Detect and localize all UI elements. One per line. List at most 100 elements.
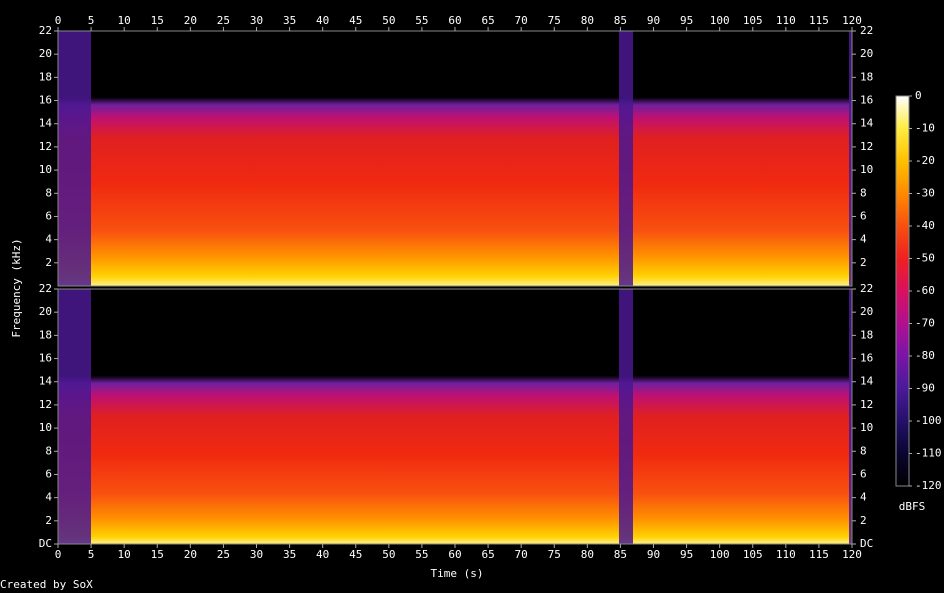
y-tick-label: 12 bbox=[39, 140, 52, 153]
y-tick-label: 16 bbox=[860, 94, 873, 107]
y-tick-label: 20 bbox=[860, 305, 873, 318]
colorbar-tick-label: -40 bbox=[915, 219, 935, 232]
y-tick-label: 14 bbox=[860, 117, 874, 130]
y-tick-label: 14 bbox=[39, 375, 53, 388]
x-tick-label: 15 bbox=[151, 14, 164, 27]
x-tick-label: 110 bbox=[776, 14, 796, 27]
colorbar-tick-label: -70 bbox=[915, 317, 935, 330]
y-tick-label: 16 bbox=[860, 352, 873, 365]
spectrogram-channel bbox=[58, 31, 852, 286]
y-tick-label: 8 bbox=[45, 444, 52, 457]
colorbar-tick-label: -50 bbox=[915, 252, 935, 265]
colorbar-tick-label: -10 bbox=[915, 122, 935, 135]
x-tick-label: 25 bbox=[217, 548, 230, 561]
x-tick-label: 70 bbox=[515, 548, 528, 561]
y-tick-label: 12 bbox=[860, 398, 873, 411]
y-tick-label: 6 bbox=[45, 467, 52, 480]
x-tick-label: 65 bbox=[481, 548, 494, 561]
y-tick-label: 20 bbox=[860, 47, 873, 60]
colorbar-tick-label: -90 bbox=[915, 382, 935, 395]
y-tick-label: 4 bbox=[45, 491, 52, 504]
x-tick-label: 70 bbox=[515, 14, 528, 27]
x-tick-label: 10 bbox=[118, 548, 131, 561]
x-tick-label: 30 bbox=[250, 14, 263, 27]
y-tick-label: 10 bbox=[39, 163, 52, 176]
y-tick-label: 22 bbox=[39, 24, 52, 37]
colorbar-label: dBFS bbox=[899, 500, 926, 513]
colorbar-tick-label: -30 bbox=[915, 187, 935, 200]
y-tick-label: 6 bbox=[860, 209, 867, 222]
y-tick-label: 18 bbox=[860, 70, 873, 83]
x-tick-label: 0 bbox=[55, 548, 62, 561]
spectrogram-band bbox=[849, 31, 852, 286]
spectrogram-band bbox=[58, 289, 91, 544]
colorbar-tick-label: -80 bbox=[915, 349, 935, 362]
x-tick-label: 85 bbox=[614, 548, 627, 561]
y-tick-label: 6 bbox=[45, 209, 52, 222]
y-tick-label: 14 bbox=[39, 117, 53, 130]
y-tick-label: 20 bbox=[39, 47, 52, 60]
colorbar-tick-label: -20 bbox=[915, 154, 935, 167]
y-tick-label: 18 bbox=[39, 70, 52, 83]
y-tick-label: 22 bbox=[39, 282, 52, 295]
x-tick-label: 60 bbox=[448, 548, 461, 561]
y-tick-label: 8 bbox=[860, 444, 867, 457]
x-tick-label: 95 bbox=[680, 14, 693, 27]
x-tick-label: 60 bbox=[448, 14, 461, 27]
y-tick-label: 4 bbox=[860, 491, 867, 504]
y-tick-label: 16 bbox=[39, 94, 52, 107]
y-tick-label: DC bbox=[39, 537, 52, 550]
x-tick-label: 5 bbox=[88, 548, 95, 561]
x-tick-label: 45 bbox=[349, 548, 362, 561]
x-tick-label: 0 bbox=[55, 14, 62, 27]
y-tick-label: 4 bbox=[45, 233, 52, 246]
y-tick-label: 2 bbox=[860, 514, 867, 527]
x-tick-label: 80 bbox=[581, 548, 594, 561]
y-tick-label: 14 bbox=[860, 375, 874, 388]
x-tick-label: 35 bbox=[283, 548, 296, 561]
y-tick-label: 22 bbox=[860, 282, 873, 295]
x-tick-label: 20 bbox=[184, 14, 197, 27]
y-tick-label: 2 bbox=[860, 256, 867, 269]
x-tick-label: 115 bbox=[809, 14, 829, 27]
x-tick-label: 100 bbox=[710, 548, 730, 561]
x-tick-label: 55 bbox=[415, 14, 428, 27]
x-tick-label: 75 bbox=[548, 548, 561, 561]
colorbar-tick-label: -110 bbox=[915, 447, 942, 460]
spectrogram-band bbox=[619, 289, 633, 544]
x-tick-label: 5 bbox=[88, 14, 95, 27]
x-tick-label: 50 bbox=[382, 14, 395, 27]
y-tick-label: 18 bbox=[39, 328, 52, 341]
x-tick-label: 45 bbox=[349, 14, 362, 27]
colorbar-tick-label: -120 bbox=[915, 479, 942, 492]
x-tick-label: 80 bbox=[581, 14, 594, 27]
x-tick-label: 105 bbox=[743, 548, 763, 561]
x-tick-label: 100 bbox=[710, 14, 730, 27]
x-tick-label: 90 bbox=[647, 14, 660, 27]
spectrogram-channel bbox=[58, 289, 852, 544]
footer: Created by SoX bbox=[0, 578, 93, 591]
x-tick-label: 95 bbox=[680, 548, 693, 561]
x-tick-label: 110 bbox=[776, 548, 796, 561]
y-tick-label: 2 bbox=[45, 514, 52, 527]
y-tick-label: 2 bbox=[45, 256, 52, 269]
x-tick-label: 120 bbox=[842, 548, 862, 561]
y-tick-label: 4 bbox=[860, 233, 867, 246]
x-tick-label: 35 bbox=[283, 14, 296, 27]
colorbar-tick-label: -60 bbox=[915, 284, 935, 297]
x-tick-label: 25 bbox=[217, 14, 230, 27]
x-tick-label: 120 bbox=[842, 14, 862, 27]
x-tick-label: 75 bbox=[548, 14, 561, 27]
colorbar bbox=[895, 95, 910, 487]
x-tick-label: 105 bbox=[743, 14, 763, 27]
y-tick-label: DC bbox=[860, 537, 873, 550]
x-tick-label: 90 bbox=[647, 548, 660, 561]
y-tick-label: 16 bbox=[39, 352, 52, 365]
y-tick-label: 12 bbox=[39, 398, 52, 411]
x-tick-label: 85 bbox=[614, 14, 627, 27]
y-tick-label: 8 bbox=[860, 186, 867, 199]
x-tick-label: 10 bbox=[118, 14, 131, 27]
y-tick-label: 18 bbox=[860, 328, 873, 341]
y-tick-label: 20 bbox=[39, 305, 52, 318]
